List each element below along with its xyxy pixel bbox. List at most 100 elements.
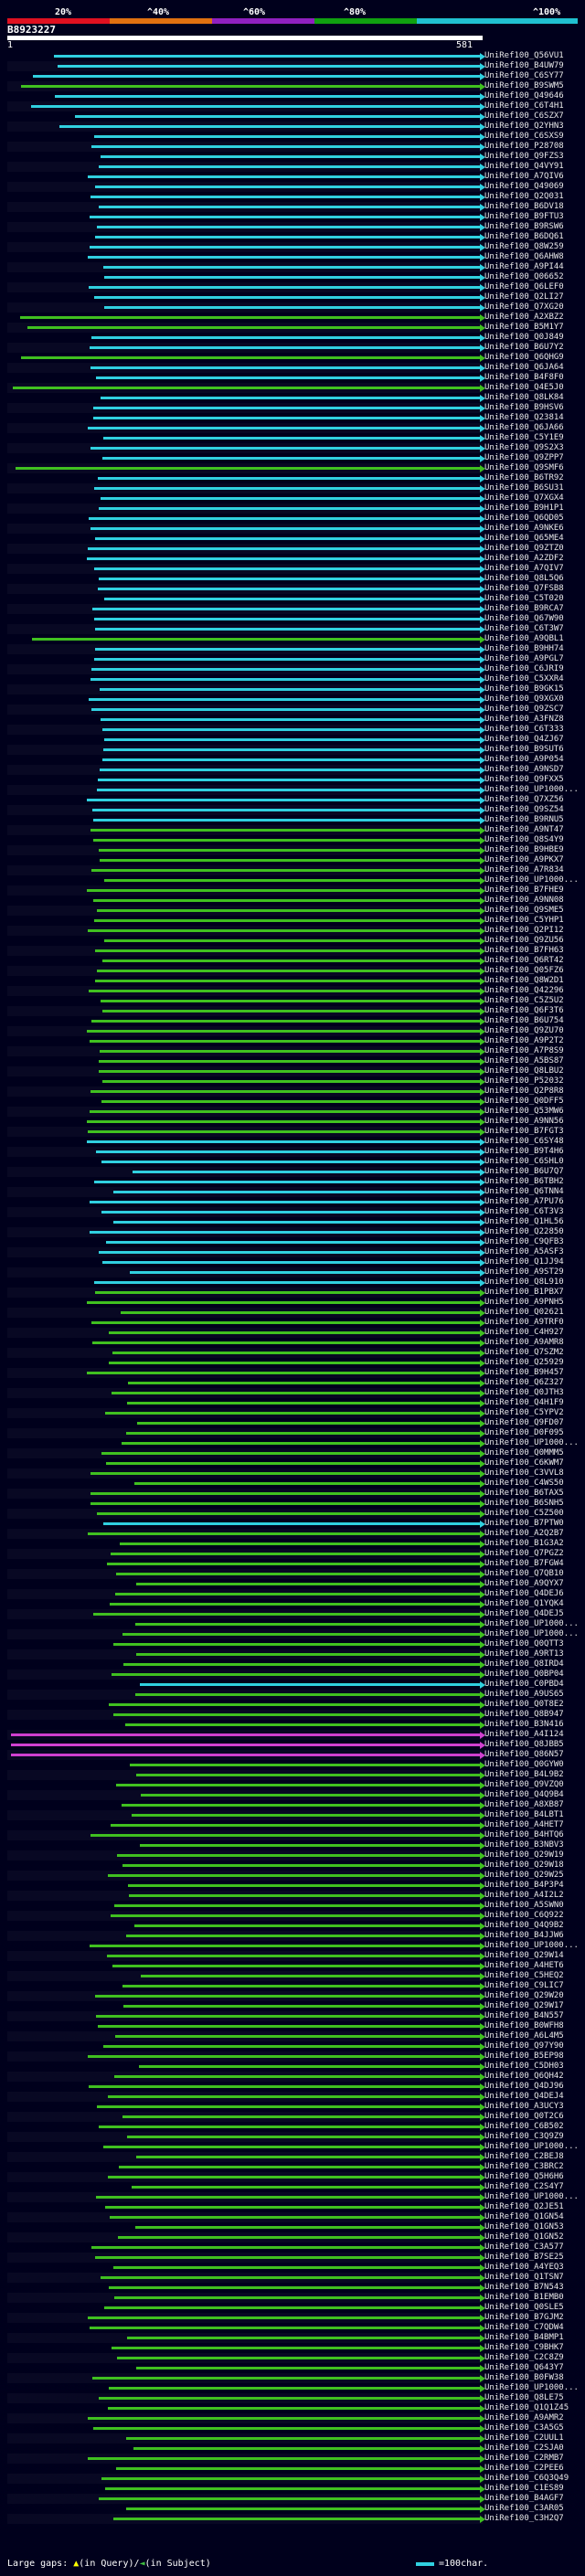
hit-label[interactable]: UniRef100_Q6JA66 — [484, 423, 564, 432]
hit-alignment-bar[interactable] — [132, 2186, 480, 2189]
hit-alignment-bar[interactable] — [109, 1331, 480, 1334]
hit-label[interactable]: UniRef100_Q4Q9B2 — [484, 1921, 564, 1930]
hit-label[interactable]: UniRef100_B5M1Y7 — [484, 323, 564, 332]
hit-label[interactable]: UniRef100_Q0BP04 — [484, 1670, 564, 1679]
hit-alignment-bar[interactable] — [100, 769, 480, 771]
hit-alignment-bar[interactable] — [129, 1894, 480, 1897]
hit-alignment-bar[interactable] — [139, 2065, 480, 2068]
hit-label[interactable]: UniRef100_Q1JJ94 — [484, 1257, 564, 1267]
hit-alignment-bar[interactable] — [135, 2226, 480, 2229]
hit-label[interactable]: UniRef100_C5Z500 — [484, 1509, 564, 1518]
hit-alignment-bar[interactable] — [123, 1663, 480, 1666]
hit-alignment-bar[interactable] — [122, 2115, 480, 2118]
hit-alignment-bar[interactable] — [90, 2327, 480, 2329]
hit-label[interactable]: UniRef100_B6DV18 — [484, 202, 564, 211]
hit-label[interactable]: UniRef100_A5SWN0 — [484, 1901, 564, 1910]
hit-alignment-bar[interactable] — [130, 1271, 480, 1274]
hit-alignment-bar[interactable] — [94, 296, 480, 299]
hit-label[interactable]: UniRef100_A4I2L2 — [484, 1891, 564, 1900]
hit-alignment-bar[interactable] — [102, 959, 480, 962]
hit-alignment-bar[interactable] — [21, 356, 480, 359]
hit-label[interactable]: UniRef100_D0F095 — [484, 1428, 564, 1437]
hit-alignment-bar[interactable] — [136, 2156, 480, 2158]
hit-alignment-bar[interactable] — [101, 2276, 480, 2279]
hit-label[interactable]: UniRef100_Q2PI12 — [484, 926, 564, 935]
hit-alignment-bar[interactable] — [88, 175, 480, 178]
hit-alignment-bar[interactable] — [89, 286, 480, 289]
hit-label[interactable]: UniRef100_Q06652 — [484, 272, 564, 281]
hit-label[interactable]: UniRef100_Q65ME4 — [484, 534, 564, 543]
hit-alignment-bar[interactable] — [110, 1603, 480, 1606]
hit-label[interactable]: UniRef100_C0PBD4 — [484, 1680, 564, 1689]
hit-alignment-bar[interactable] — [108, 1874, 480, 1877]
hit-alignment-bar[interactable] — [102, 728, 480, 731]
hit-alignment-bar[interactable] — [91, 1321, 480, 1324]
hit-label[interactable]: UniRef100_A4YEQ3 — [484, 2263, 564, 2272]
hit-label[interactable]: UniRef100_Q2JE51 — [484, 2202, 564, 2211]
hit-alignment-bar[interactable] — [126, 2507, 480, 2510]
hit-label[interactable]: UniRef100_C1ES89 — [484, 2484, 564, 2493]
hit-label[interactable]: UniRef100_Q6QD05 — [484, 514, 564, 523]
hit-alignment-bar[interactable] — [90, 1492, 480, 1495]
hit-alignment-bar[interactable] — [94, 567, 480, 570]
hit-alignment-bar[interactable] — [104, 598, 480, 600]
hit-alignment-bar[interactable] — [95, 628, 480, 631]
hit-alignment-bar[interactable] — [105, 2487, 480, 2490]
hit-alignment-bar[interactable] — [127, 2136, 480, 2138]
hit-label[interactable]: UniRef100_Q4DEJ6 — [484, 1589, 564, 1598]
hit-label[interactable]: UniRef100_C6T333 — [484, 725, 564, 734]
hit-label[interactable]: UniRef100_A9PNH5 — [484, 1298, 564, 1307]
hit-label[interactable]: UniRef100_C6Q3Q49 — [484, 2474, 569, 2483]
hit-alignment-bar[interactable] — [136, 1653, 480, 1656]
hit-label[interactable]: UniRef100_A7PU76 — [484, 1197, 564, 1206]
hit-label[interactable]: UniRef100_A7QIV7 — [484, 564, 564, 573]
hit-label[interactable]: UniRef100_Q67W90 — [484, 614, 564, 623]
hit-label[interactable]: UniRef100_Q97Y90 — [484, 2041, 564, 2051]
hit-label[interactable]: UniRef100_B6DQ61 — [484, 232, 564, 241]
hit-label[interactable]: UniRef100_C4H927 — [484, 1328, 564, 1337]
hit-label[interactable]: UniRef100_Q0DFF5 — [484, 1097, 564, 1106]
hit-alignment-bar[interactable] — [100, 1050, 480, 1053]
hit-alignment-bar[interactable] — [93, 839, 480, 842]
hit-label[interactable]: UniRef100_Q0QTT3 — [484, 1639, 564, 1648]
hit-label[interactable]: UniRef100_UP1000... — [484, 875, 579, 885]
hit-alignment-bar[interactable] — [111, 1824, 480, 1827]
hit-alignment-bar[interactable] — [97, 909, 480, 912]
hit-label[interactable]: UniRef100_B9T4H6 — [484, 1147, 564, 1156]
hit-alignment-bar[interactable] — [101, 1161, 480, 1163]
hit-alignment-bar[interactable] — [94, 135, 480, 138]
hit-label[interactable]: UniRef100_A9P054 — [484, 755, 564, 764]
hit-label[interactable]: UniRef100_C9QFB3 — [484, 1237, 564, 1246]
hit-label[interactable]: UniRef100_Q49069 — [484, 182, 564, 191]
hit-label[interactable]: UniRef100_A9P2T2 — [484, 1036, 564, 1045]
hit-alignment-bar[interactable] — [96, 2015, 480, 2018]
hit-label[interactable]: UniRef100_B9FTU3 — [484, 212, 564, 221]
hit-label[interactable]: UniRef100_C6T3V3 — [484, 1207, 564, 1216]
hit-alignment-bar[interactable] — [112, 1673, 480, 1676]
hit-alignment-bar[interactable] — [114, 2296, 480, 2299]
hit-alignment-bar[interactable] — [111, 1914, 480, 1917]
hit-alignment-bar[interactable] — [134, 1482, 480, 1485]
hit-alignment-bar[interactable] — [113, 2518, 480, 2520]
hit-label[interactable]: UniRef100_Q9XGX0 — [484, 694, 564, 704]
hit-label[interactable]: UniRef100_Q8LK84 — [484, 393, 564, 402]
hit-alignment-bar[interactable] — [112, 1965, 480, 1967]
hit-label[interactable]: UniRef100_A9NKE6 — [484, 524, 564, 533]
hit-label[interactable]: UniRef100_Q6LEF0 — [484, 282, 564, 292]
hit-alignment-bar[interactable] — [93, 417, 480, 419]
hit-alignment-bar[interactable] — [95, 236, 480, 239]
hit-alignment-bar[interactable] — [126, 1432, 480, 1435]
hit-label[interactable]: UniRef100_B4N557 — [484, 2011, 564, 2020]
hit-alignment-bar[interactable] — [101, 155, 480, 158]
hit-alignment-bar[interactable] — [87, 889, 480, 892]
hit-alignment-bar[interactable] — [133, 1171, 480, 1173]
hit-label[interactable]: UniRef100_P52032 — [484, 1076, 564, 1086]
hit-alignment-bar[interactable] — [99, 165, 480, 168]
hit-label[interactable]: UniRef100_C2RMB7 — [484, 2454, 564, 2463]
hit-alignment-bar[interactable] — [92, 2377, 480, 2380]
hit-label[interactable]: UniRef100_C2SJA0 — [484, 2443, 564, 2453]
hit-label[interactable]: UniRef100_Q4DEJ5 — [484, 1609, 564, 1618]
hit-alignment-bar[interactable] — [88, 256, 480, 259]
hit-alignment-bar[interactable] — [96, 2196, 480, 2199]
hit-label[interactable]: UniRef100_Q6RT42 — [484, 956, 564, 965]
